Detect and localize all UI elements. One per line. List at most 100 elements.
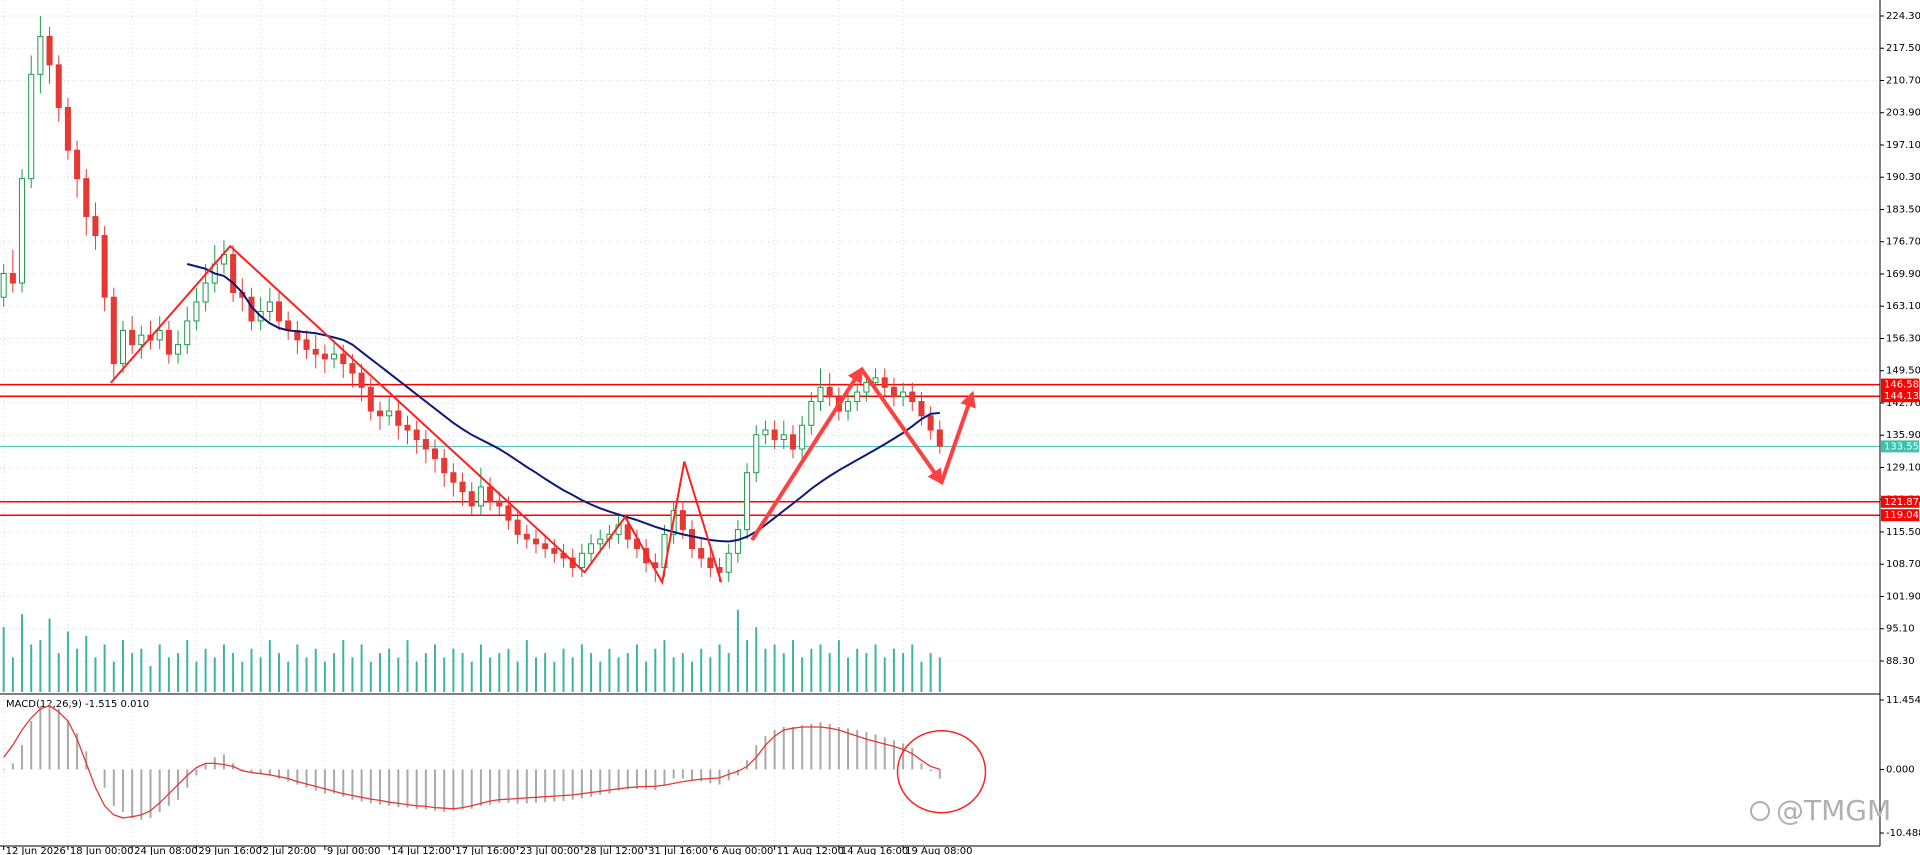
volume-bar <box>213 657 216 692</box>
candle-body <box>496 500 503 507</box>
volume-bar <box>608 648 611 692</box>
volume-bar <box>76 648 79 692</box>
candle-body <box>230 254 237 293</box>
candle-body <box>863 382 870 393</box>
candle-body <box>413 429 420 441</box>
candle-body <box>119 329 127 365</box>
candle-body <box>0 273 7 298</box>
volume-bar <box>562 648 565 692</box>
candle-body <box>744 472 751 531</box>
macd-bar <box>222 754 225 770</box>
macd-bar <box>415 769 418 809</box>
candle-body <box>441 457 448 474</box>
x-tick-label: 14 Aug 16:00 <box>841 846 908 855</box>
candle-body <box>688 529 696 550</box>
volume-bar <box>865 653 868 692</box>
macd-bar <box>828 723 831 770</box>
volume-bar <box>920 661 923 692</box>
macd-bar <box>149 769 152 818</box>
candle-body <box>312 348 319 355</box>
x-tick-label: 18 Jun 00:00 <box>70 846 134 855</box>
y-tick-label: 217.50 <box>1886 43 1920 54</box>
macd-bar <box>645 769 648 790</box>
macd-bar <box>351 769 354 800</box>
volume-bar <box>461 653 464 692</box>
macd-bar <box>892 740 895 770</box>
macd-bar <box>847 728 850 770</box>
volume-bar <box>599 661 602 692</box>
candle-body <box>909 391 916 403</box>
macd-bar <box>571 769 574 800</box>
candle-body <box>514 519 521 535</box>
y-tick-label: 156.30 <box>1886 333 1920 344</box>
y-tick-label: 210.70 <box>1886 75 1920 86</box>
x-tick-label: 14 Jul 12:00 <box>391 846 451 855</box>
last-price-box <box>1881 440 1919 453</box>
macd-bar <box>424 769 427 810</box>
volume-bar <box>856 648 859 692</box>
candle-body <box>532 538 540 545</box>
candle-body <box>83 178 90 218</box>
candle-body <box>789 434 796 450</box>
candle-body <box>459 481 466 493</box>
candle-body <box>780 434 787 441</box>
volume-bar <box>736 609 739 692</box>
macd-bar <box>635 769 638 789</box>
level-label: 121.87 <box>1884 497 1919 508</box>
macd-bar <box>140 769 143 820</box>
signal-line <box>3 705 941 819</box>
volume-bar <box>553 661 556 692</box>
macd-bar <box>470 769 473 809</box>
macd-bar <box>746 760 749 770</box>
volume-bar <box>791 640 794 692</box>
y-tick-label: 163.10 <box>1886 301 1920 312</box>
candle-body <box>918 401 925 417</box>
candle-body <box>395 410 402 426</box>
level-label-box <box>1881 378 1919 391</box>
candle-body <box>927 415 934 431</box>
volume-bar <box>314 648 317 692</box>
macd-bar <box>112 769 115 806</box>
volume-bar <box>892 648 895 692</box>
volume-bar <box>39 640 42 692</box>
macd-bar <box>76 733 79 770</box>
macd-bar <box>287 769 290 782</box>
candle-body <box>376 410 383 417</box>
macd-bar <box>883 737 886 770</box>
candle-body <box>340 353 347 365</box>
candle-body <box>175 344 182 355</box>
volume-bar <box>140 648 143 692</box>
macd-bar <box>195 769 198 776</box>
volume-bar <box>30 644 33 692</box>
macd-bar <box>94 769 97 770</box>
candle-body <box>321 353 328 360</box>
candle-body <box>422 439 429 450</box>
x-tick-label: 23 Jul 00:00 <box>520 846 580 855</box>
macd-bar <box>700 769 703 782</box>
volume-bar <box>333 653 336 692</box>
volume-bar <box>397 657 400 692</box>
volume-bar <box>929 653 932 692</box>
volume-bar <box>66 631 69 692</box>
macd-bar <box>259 769 262 775</box>
macd-bar <box>489 769 492 805</box>
volume-bar <box>590 653 593 692</box>
macd-bar <box>626 769 629 790</box>
volume-bar <box>755 627 758 692</box>
candle-body <box>110 296 117 365</box>
candle-body <box>303 339 310 350</box>
volume-bar <box>691 661 694 692</box>
volume-bar <box>48 618 51 692</box>
macd-bar <box>773 730 776 770</box>
volume-bar <box>406 640 409 692</box>
candle-body <box>734 529 741 554</box>
volume-bar <box>727 653 730 692</box>
macd-bar <box>378 769 381 805</box>
macd-bar <box>103 769 106 788</box>
volume-bar <box>938 657 941 692</box>
volume-bar <box>498 653 501 692</box>
macd-bar <box>691 769 694 781</box>
candle-body <box>551 548 558 554</box>
trend-zigzag <box>110 244 723 586</box>
volume-bar <box>700 648 703 692</box>
